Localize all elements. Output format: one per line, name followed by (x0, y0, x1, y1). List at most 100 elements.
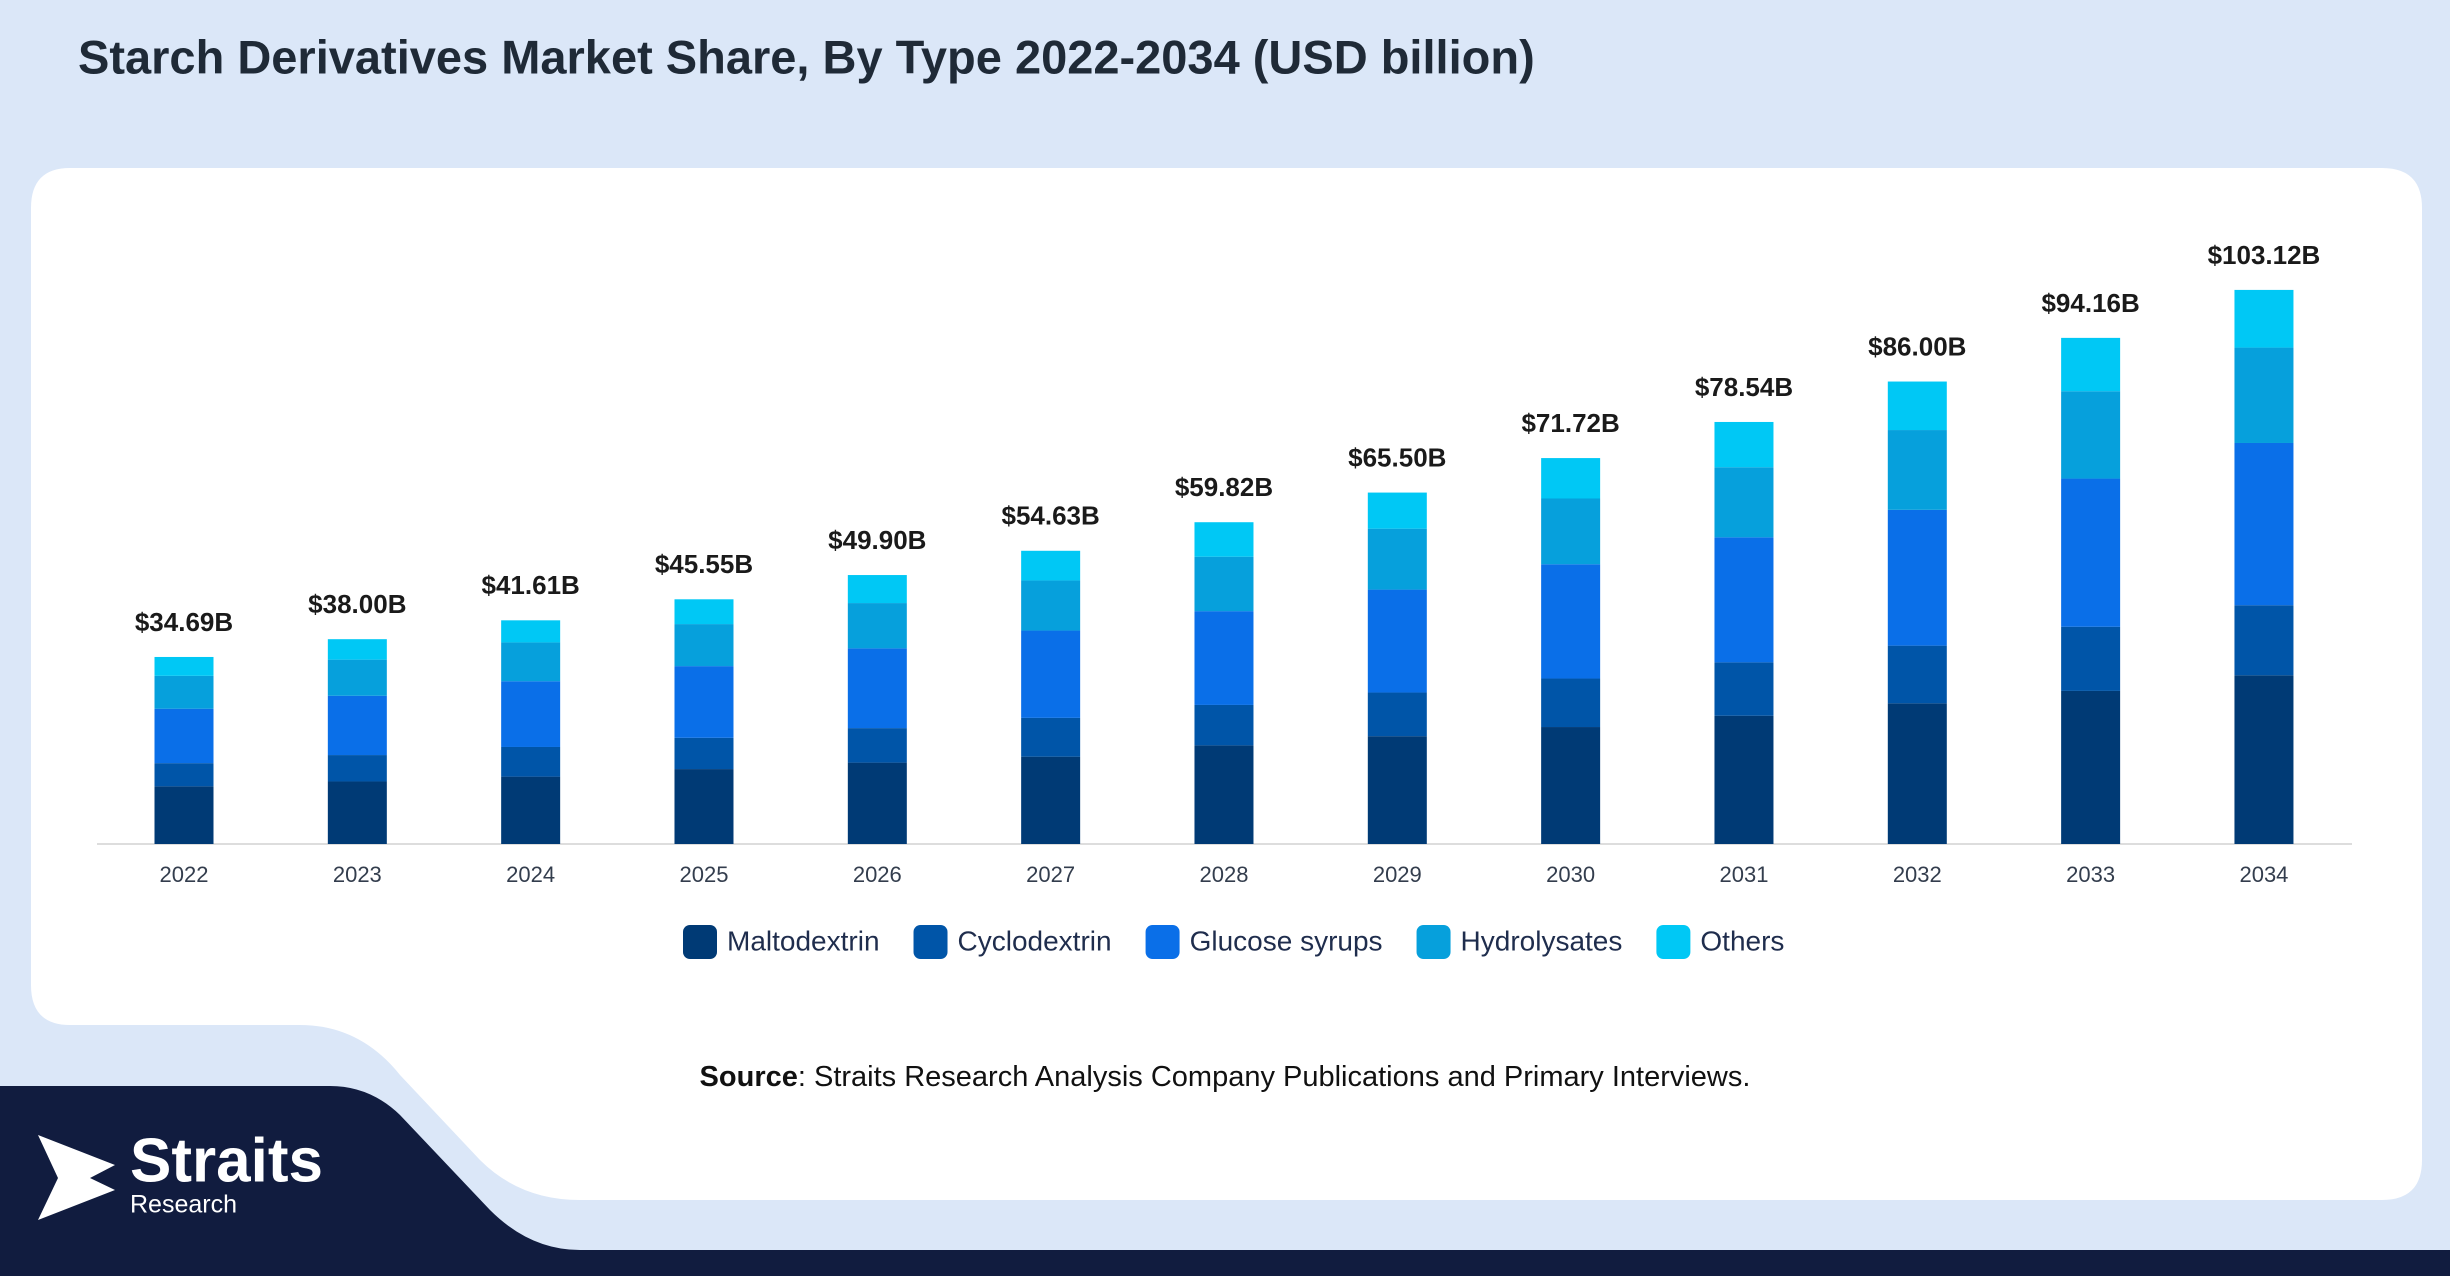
total-label: $41.61B (482, 570, 580, 600)
bar-segment (501, 776, 561, 844)
total-label: $59.82B (1175, 472, 1273, 502)
bar-segment (2061, 626, 2121, 691)
bar-segment (1194, 704, 1254, 746)
bar-segment (1021, 550, 1081, 581)
bar-segment (1367, 589, 1427, 693)
bar-segment (1194, 556, 1254, 612)
logo-sub: Research (130, 1191, 237, 1219)
bar-segment (1194, 745, 1254, 844)
bar-segment (2234, 289, 2294, 348)
source-text: : Straits Research Analysis Company Publ… (798, 1061, 1751, 1093)
legend-label: Others (1700, 925, 1784, 956)
bar-segment (1021, 756, 1081, 844)
x-tick-label: 2033 (2066, 862, 2115, 887)
bar-segment (1367, 736, 1427, 844)
bar-segment (674, 666, 734, 738)
x-tick-label: 2028 (1200, 862, 1249, 887)
total-label: $45.55B (655, 549, 753, 579)
bar-segment (1367, 528, 1427, 590)
bar-segment (327, 781, 387, 844)
legend-label: Hydrolysates (1461, 925, 1623, 956)
x-tick-label: 2032 (1893, 862, 1942, 887)
bar-segment (2061, 391, 2121, 479)
bar-segment (2061, 478, 2121, 627)
total-label: $38.00B (308, 589, 406, 619)
bar-segment (1887, 509, 1947, 646)
logo-name: Straits (130, 1126, 323, 1195)
bar-segment (1541, 678, 1601, 728)
bar-segment (1714, 715, 1774, 844)
bar-segment (1887, 381, 1947, 431)
bar-segment (2234, 675, 2294, 844)
bar-segment (1714, 467, 1774, 538)
total-label: $78.54B (1695, 372, 1793, 402)
bar-segment (1887, 645, 1947, 704)
footer-band (0, 1086, 2450, 1276)
bar-segment (154, 763, 214, 787)
bar-segment (501, 620, 561, 643)
bar-segment (1367, 492, 1427, 529)
bar-segment (327, 755, 387, 782)
bar-segment (1021, 580, 1081, 631)
bar-segment (154, 786, 214, 844)
bar-segment (1194, 611, 1254, 705)
legend-swatch (913, 925, 948, 959)
bar-segment (154, 656, 214, 676)
bar-segment (2234, 347, 2294, 443)
bar-segment (1367, 692, 1427, 737)
bar-segment (847, 575, 907, 604)
legend-swatch (1145, 925, 1180, 959)
total-label: $65.50B (1348, 442, 1446, 472)
bar-segment (1714, 662, 1774, 716)
total-label: $34.69B (135, 607, 233, 637)
legend-label: Glucose syrups (1190, 925, 1383, 956)
x-tick-label: 2031 (1719, 862, 1768, 887)
bar-segment (501, 681, 561, 747)
bar-segment (674, 737, 734, 770)
x-tick-label: 2034 (2239, 862, 2288, 887)
bar-segment (2061, 690, 2121, 844)
bar-segment (674, 599, 734, 625)
bar-segment (2234, 442, 2294, 606)
bar-segment (847, 728, 907, 763)
bar-segment (1887, 430, 1947, 510)
total-label: $103.12B (2208, 240, 2321, 270)
logo-icon (38, 1135, 115, 1220)
x-tick-label: 2027 (1026, 862, 1075, 887)
bar-segment (1887, 703, 1947, 844)
bar-segment (847, 603, 907, 649)
bar-segment (847, 648, 907, 729)
bar-segment (154, 708, 214, 764)
bar-segment (674, 769, 734, 844)
total-label: $94.16B (2041, 288, 2139, 318)
bar-segment (327, 639, 387, 660)
bar-segment (1021, 630, 1081, 718)
total-label: $86.00B (1868, 331, 1966, 361)
bar-segment (1541, 458, 1601, 499)
source-label: Source (700, 1061, 798, 1093)
total-label: $49.90B (828, 525, 926, 555)
bar-segment (2234, 605, 2294, 676)
bar-segment (2061, 337, 2121, 392)
legend-swatch (1656, 925, 1691, 959)
x-tick-label: 2029 (1373, 862, 1422, 887)
bar-segment (1541, 498, 1601, 565)
x-tick-label: 2022 (160, 862, 209, 887)
bar-segment (501, 642, 561, 682)
bar-segment (1714, 421, 1774, 468)
legend-swatch (1416, 925, 1451, 959)
bar-segment (154, 675, 214, 709)
legend-label: Maltodextrin (727, 925, 880, 956)
total-label: $71.72B (1521, 408, 1619, 438)
x-tick-label: 2025 (680, 862, 729, 887)
bar-segment (1714, 537, 1774, 663)
x-tick-label: 2024 (506, 862, 555, 887)
plot: $34.69B 2022 $38.00B 2023 $41.61B 2024 $45.55B… (135, 240, 2320, 959)
total-label: $54.63B (1001, 501, 1099, 531)
bar-segment (327, 695, 387, 756)
bar-segment (1021, 717, 1081, 757)
bar-segment (327, 659, 387, 696)
legend-swatch (683, 925, 717, 959)
x-tick-label: 2026 (853, 862, 902, 887)
